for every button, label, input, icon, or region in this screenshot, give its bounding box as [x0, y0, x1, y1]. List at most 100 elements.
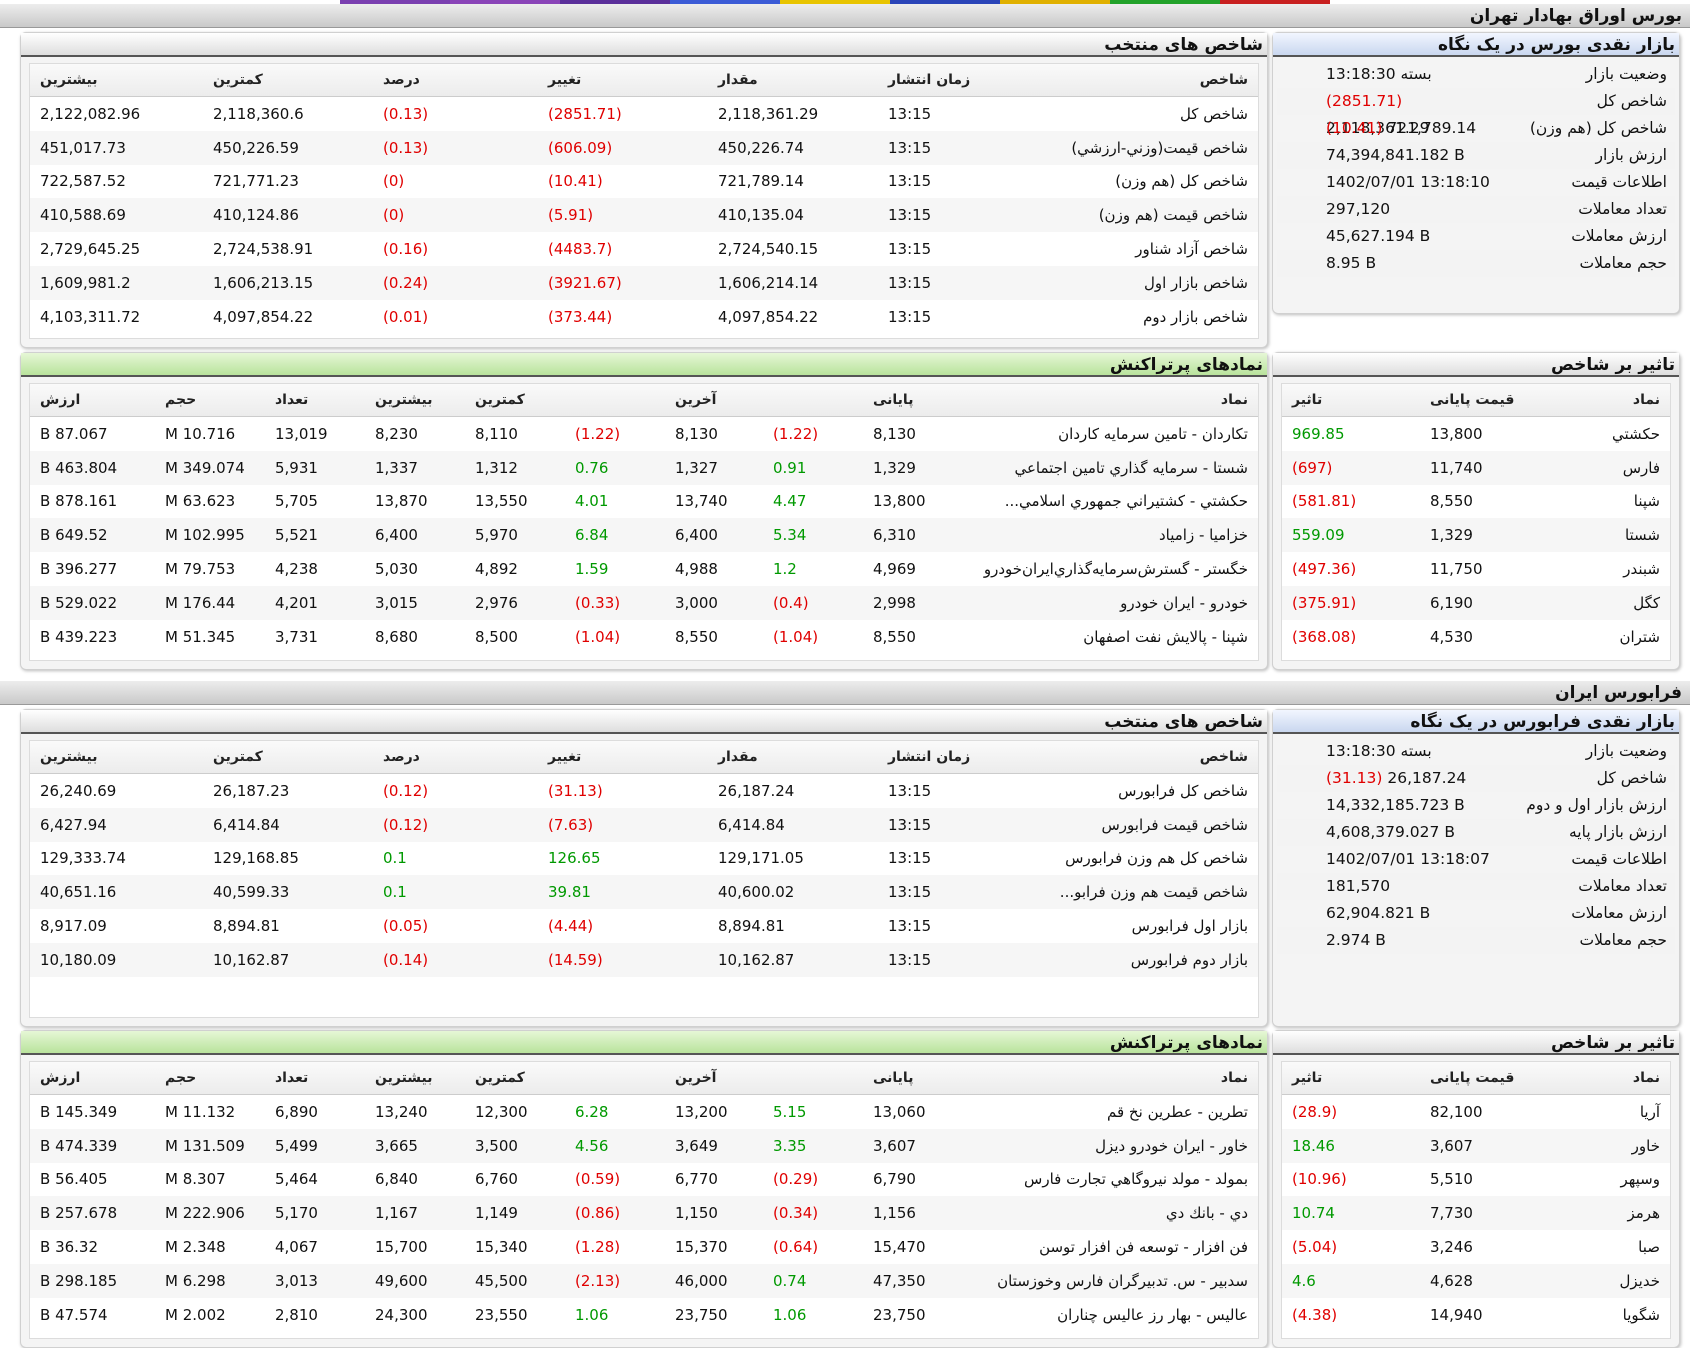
table-row[interactable]: خاور 3,607 18.46 — [1282, 1128, 1670, 1163]
symbol-cell[interactable]: خاور — [1550, 1128, 1670, 1163]
symbol-cell[interactable]: وسپهر — [1620, 1170, 1660, 1189]
table-row[interactable]: شاخص كل (هم وزن) 13:15 721,789.14 (10.41) (0… — [30, 165, 1258, 199]
symbol-cell[interactable]: شپنا - پالايش نفت اصفهان — [1083, 627, 1248, 646]
symbol-cell[interactable]: فارس — [1550, 450, 1670, 485]
symbol-cell[interactable]: شپنا — [1633, 492, 1660, 511]
column-header[interactable]: قیمت پایانی — [1420, 384, 1550, 417]
column-header[interactable]: نماد — [958, 384, 1258, 417]
table-row[interactable]: هرمز 7,730 10.74 — [1282, 1196, 1670, 1231]
column-header[interactable]: آخرین — [665, 384, 763, 417]
column-header[interactable]: حجم — [155, 384, 265, 417]
column-header[interactable]: تاثیر — [1282, 1062, 1420, 1095]
column-header[interactable]: قیمت پایانی — [1420, 1062, 1550, 1095]
symbol-cell[interactable]: شتران — [1619, 627, 1660, 646]
column-header[interactable]: کمترین — [465, 1062, 565, 1095]
column-header[interactable]: زمان انتشار — [878, 64, 1033, 97]
symbol-cell[interactable]: آريا — [1639, 1102, 1660, 1121]
symbol-cell[interactable]: تطرين - عطرين نخ قم — [1107, 1102, 1248, 1121]
table-row[interactable]: شپنا - پالايش نفت اصفهان 8,550 (1.04) 8,550… — [30, 620, 1258, 654]
table-row[interactable]: شاخص قيمت فرابورس 13:15 6,414.84 (7.63) (0.1… — [30, 807, 1258, 842]
table-row[interactable]: شاخص كل هم وزن فرابورس 13:15 129,171.05 126… — [30, 842, 1258, 876]
column-header[interactable]: کمترین — [465, 384, 565, 417]
column-header[interactable]: مقدار — [708, 64, 878, 97]
table-row[interactable]: صبا 3,246 (5.04) — [1282, 1230, 1670, 1264]
column-header[interactable]: پایانی — [863, 384, 958, 417]
symbol-cell[interactable]: خديزل — [1550, 1263, 1670, 1298]
table-row[interactable]: شستا 1,329 559.09 — [1282, 518, 1670, 553]
column-header[interactable]: تعداد — [265, 1062, 365, 1095]
symbol-cell[interactable]: شاخص كل هم وزن فرابورس — [1065, 849, 1248, 868]
symbol-cell[interactable]: شاخص آزاد شناور — [1135, 240, 1248, 259]
symbol-cell[interactable]: شاخص قيمت(وزني-ارزشي) — [1033, 130, 1258, 165]
column-header[interactable]: تغییر — [538, 741, 708, 774]
table-row[interactable]: تكاردان - تامين سرمايه كاردان 8,130 (1.22)… — [30, 417, 1258, 451]
column-header[interactable]: بیشترین — [30, 741, 203, 774]
table-row[interactable]: شستا - سرمايه گذاري تامين اجتماعي 1,329 0.… — [30, 450, 1258, 485]
table-row[interactable]: كگل 6,190 (375.91) — [1282, 585, 1670, 620]
table-row[interactable]: حكشتي 13,800 969.85 — [1282, 417, 1670, 451]
symbol-cell[interactable]: فن افزار - توسعه فن افزار توسن — [1039, 1238, 1248, 1257]
column-header[interactable]: ارزش — [30, 1062, 155, 1095]
symbol-cell[interactable]: شاخص قيمت هم وزن فرابو... — [1033, 875, 1258, 910]
symbol-cell[interactable]: حكشتي - كشتيراني جمهوري اسلامي... — [1004, 492, 1248, 511]
column-header[interactable]: تاثیر — [1282, 384, 1420, 417]
symbol-cell[interactable]: خگستر - گسترش‌سرمايه‌گذاري‌ايران‌خودرو — [983, 560, 1248, 579]
table-row[interactable]: شاخص قيمت هم وزن فرابو... 13:15 40,600.02 3… — [30, 875, 1258, 910]
column-header[interactable] — [763, 1062, 863, 1095]
column-header[interactable] — [565, 1062, 665, 1095]
table-row[interactable]: آريا 82,100 (28.9) — [1282, 1095, 1670, 1129]
column-header[interactable]: حجم — [155, 1062, 265, 1095]
column-header[interactable] — [565, 384, 665, 417]
symbol-cell[interactable]: سدبير - س. تدبيرگران فارس وخوزستان — [958, 1263, 1258, 1298]
symbol-cell[interactable]: شاخص بازار اول — [1033, 265, 1258, 300]
table-row[interactable]: شاخص كل 13:15 2,118,361.29 (2851.71) (0.13) 2… — [30, 97, 1258, 131]
symbol-cell[interactable]: شگويا — [1622, 1305, 1660, 1324]
column-header[interactable]: پایانی — [863, 1062, 958, 1095]
table-row[interactable]: شاخص كل فرابورس 13:15 26,187.24 (31.13) (0.1… — [30, 774, 1258, 808]
column-header[interactable]: تعداد — [265, 384, 365, 417]
column-header[interactable] — [763, 384, 863, 417]
column-header[interactable]: زمان انتشار — [878, 741, 1033, 774]
column-header[interactable]: آخرین — [665, 1062, 763, 1095]
column-header[interactable]: نماد — [958, 1062, 1258, 1095]
table-row[interactable]: سدبير - س. تدبيرگران فارس وخوزستان 47,350… — [30, 1263, 1258, 1298]
column-header[interactable]: مقدار — [708, 741, 878, 774]
table-row[interactable]: خديزل 4,628 4.6 — [1282, 1263, 1670, 1298]
symbol-cell[interactable]: دي - بانك دي — [958, 1196, 1258, 1231]
symbol-cell[interactable]: شاخص قيمت (هم وزن) — [1033, 198, 1258, 233]
table-row[interactable]: شپنا 8,550 (581.81) — [1282, 485, 1670, 519]
column-header[interactable]: بیشترین — [365, 384, 465, 417]
table-row[interactable]: بازار دوم فرابورس 13:15 10,162.87 (14.59) (0… — [30, 942, 1258, 977]
table-row[interactable]: فن افزار - توسعه فن افزار توسن 15,470 (0.6… — [30, 1230, 1258, 1264]
symbol-cell[interactable]: خزاميا - زامياد — [958, 518, 1258, 553]
table-row[interactable]: خودرو - ايران‌ خودرو 2,998 (0.4) 3,000 (0.33… — [30, 585, 1258, 620]
column-header[interactable]: نماد — [1550, 1062, 1670, 1095]
table-row[interactable]: شاخص قيمت(وزني-ارزشي) 13:15 450,226.74 (606… — [30, 130, 1258, 165]
column-header[interactable]: ارزش — [30, 384, 155, 417]
table-row[interactable]: شاخص بازار اول 13:15 1,606,214.14 (3921.67)… — [30, 265, 1258, 300]
symbol-cell[interactable]: تكاردان - تامين سرمايه كاردان — [1058, 424, 1248, 443]
table-row[interactable]: شتران 4,530 (368.08) — [1282, 620, 1670, 654]
table-row[interactable]: شگويا 14,940 (4.38) — [1282, 1298, 1670, 1332]
table-row[interactable]: فارس 11,740 (697) — [1282, 450, 1670, 485]
column-header[interactable]: درصد — [373, 741, 538, 774]
symbol-cell[interactable]: صبا — [1638, 1238, 1660, 1257]
column-header[interactable]: کمترین — [203, 741, 373, 774]
column-header[interactable]: درصد — [373, 64, 538, 97]
table-row[interactable]: بمولد - مولد نيروگاهي تجارت فارس 6,790 (0.… — [30, 1163, 1258, 1197]
symbol-cell[interactable]: عاليس - بهار رز عاليس چناران — [1057, 1305, 1248, 1324]
symbol-cell[interactable]: خودرو - ايران‌ خودرو — [958, 585, 1258, 620]
symbol-cell[interactable]: بازار اول فرابورس — [1131, 917, 1248, 936]
column-header[interactable]: بیشترین — [365, 1062, 465, 1095]
symbol-cell[interactable]: شاخص كل (هم وزن) — [1115, 172, 1248, 191]
table-row[interactable]: وسپهر 5,510 (10.96) — [1282, 1163, 1670, 1197]
table-row[interactable]: شاخص بازار دوم 13:15 4,097,854.22 (373.44) (… — [30, 300, 1258, 334]
symbol-cell[interactable]: حكشتي — [1612, 424, 1660, 443]
table-row[interactable]: بازار اول فرابورس 13:15 8,894.81 (4.44) (0.0… — [30, 909, 1258, 943]
symbol-cell[interactable]: شاخص قيمت فرابورس — [1033, 807, 1258, 842]
column-header[interactable]: بیشترین — [30, 64, 203, 97]
table-row[interactable]: خگستر - گسترش‌سرمايه‌گذاري‌ايران‌خودرو 4,… — [30, 552, 1258, 586]
symbol-cell[interactable]: هرمز — [1550, 1196, 1670, 1231]
symbol-cell[interactable]: شستا - سرمايه گذاري تامين اجتماعي — [958, 450, 1258, 485]
column-header[interactable]: کمترین — [203, 64, 373, 97]
